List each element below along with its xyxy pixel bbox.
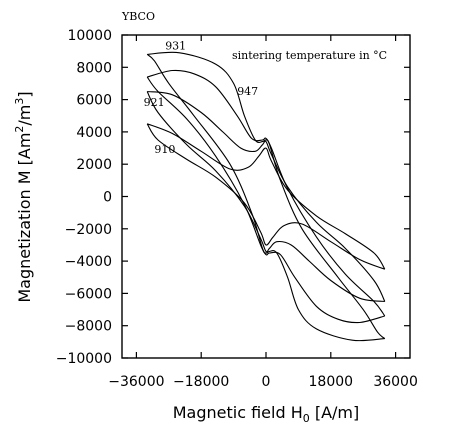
plot-frame: [121, 34, 411, 359]
series-label-921: 921: [144, 96, 165, 109]
x-axis-label-sub: 0: [303, 412, 310, 425]
y-tick-label: 2000: [76, 157, 112, 173]
y-axis-label-main: Magnetization M [Am: [15, 133, 34, 303]
y-tick-label: 10000: [67, 28, 112, 44]
y-tick-label: 4000: [76, 125, 112, 141]
series-947: 947: [146, 69, 386, 324]
y-axis-label-end: ]: [15, 91, 34, 97]
loop-921-upper-branch: [147, 90, 386, 302]
series-910: 910: [146, 123, 386, 270]
loop-910-upper-branch: [147, 123, 386, 270]
y-tick-label: 0: [103, 190, 112, 206]
x-axis-label: Magnetic field H0 [A/m]: [173, 403, 360, 425]
loop-931-upper-branch: [147, 51, 386, 340]
loop-947-upper-branch: [147, 69, 386, 317]
series-label-910: 910: [154, 143, 175, 156]
loop-931-lower-branch: [146, 53, 385, 342]
x-axis-label-main: Magnetic field H: [173, 403, 303, 422]
corner-label: YBCO: [121, 10, 155, 23]
y-axis-label: Magnetization M [Am2/m3]: [13, 91, 34, 302]
y-tick-label: 6000: [76, 93, 112, 109]
series-label-947: 947: [237, 85, 258, 98]
y-axis-ticks: 10000 8000 6000 4000 2000 0 −2000 −4000 −6000 −80…: [56, 28, 410, 367]
x-tick-label: 36000: [373, 374, 418, 390]
series-931: 931: [146, 40, 386, 342]
legend-note: sintering temperature in °C: [232, 49, 387, 62]
loop-947-lower-branch: [146, 76, 385, 324]
x-axis-ticks: −36000 −18000 0 18000 36000: [108, 35, 418, 390]
y-axis-label-sup2: 3: [13, 98, 26, 105]
x-tick-label: 0: [262, 374, 271, 390]
series-921: 921: [144, 90, 386, 303]
y-axis-label-mid: /m: [15, 105, 34, 126]
y-tick-label: −2000: [65, 222, 112, 238]
series-label-931: 931: [165, 40, 186, 53]
x-tick-label: 18000: [309, 374, 354, 390]
x-tick-label: −36000: [108, 374, 164, 390]
x-axis-label-unit: [A/m]: [310, 403, 360, 422]
y-tick-label: −6000: [65, 286, 112, 302]
loop-921-lower-branch: [146, 91, 385, 303]
y-axis-label-sup: 2: [13, 126, 26, 133]
y-tick-label: −8000: [65, 319, 112, 335]
y-tick-label: −4000: [65, 254, 112, 270]
y-tick-label: 8000: [76, 60, 112, 76]
loop-910-lower-branch: [146, 123, 385, 270]
chart-marks: 931 947 921 910: [144, 40, 386, 342]
y-tick-label: −10000: [56, 351, 112, 367]
x-tick-label: −18000: [173, 374, 229, 390]
